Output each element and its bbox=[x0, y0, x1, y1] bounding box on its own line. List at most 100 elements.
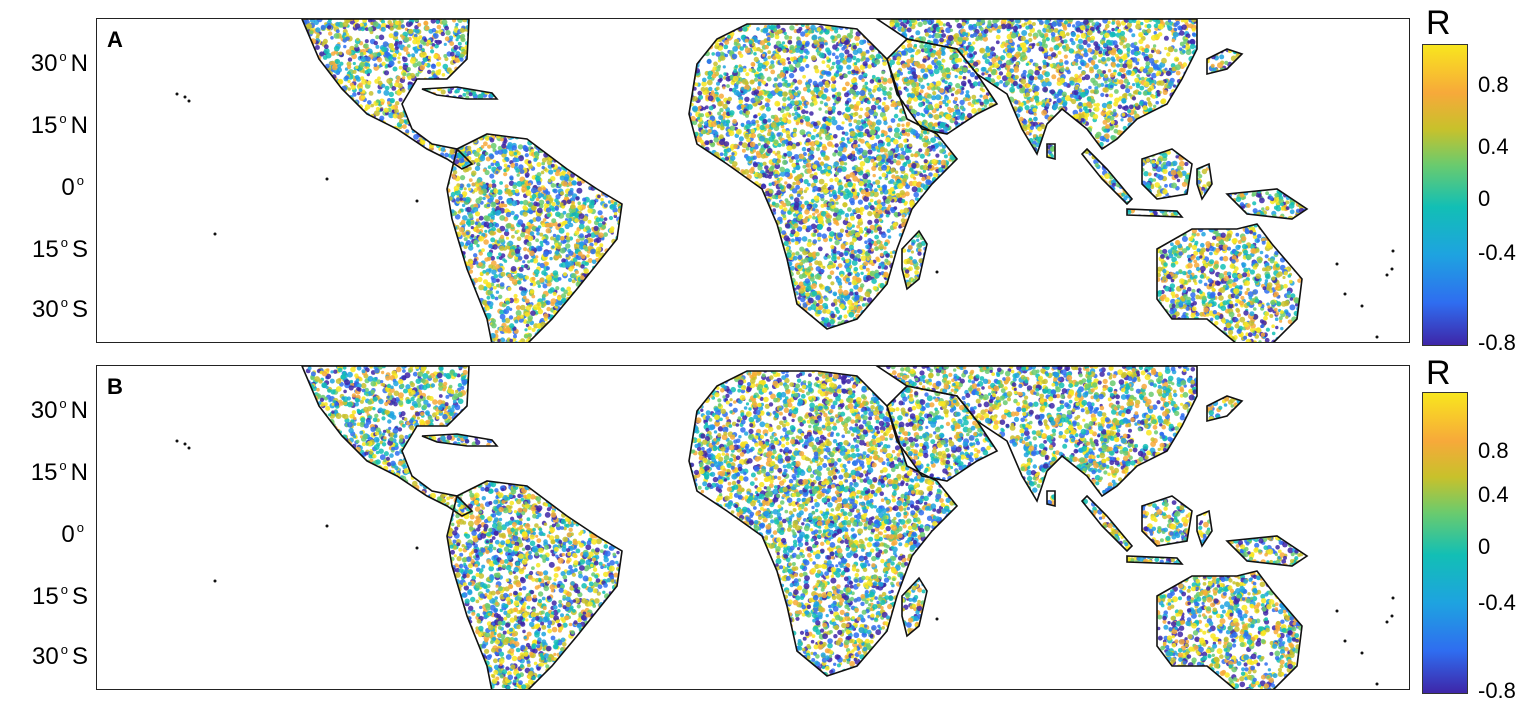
correlation-dot bbox=[373, 154, 379, 161]
correlation-dot bbox=[606, 179, 611, 183]
correlation-dot bbox=[787, 119, 792, 124]
correlation-dot bbox=[540, 243, 544, 248]
correlation-dot bbox=[431, 130, 437, 135]
correlation-dot bbox=[310, 104, 315, 109]
correlation-dot bbox=[940, 252, 945, 256]
correlation-dot bbox=[478, 284, 485, 291]
correlation-dot bbox=[588, 329, 592, 333]
correlation-dot bbox=[935, 305, 940, 310]
correlation-dot bbox=[751, 230, 755, 234]
correlation-dot bbox=[585, 307, 590, 311]
correlation-dot bbox=[487, 144, 492, 149]
correlation-dot bbox=[786, 150, 793, 157]
correlation-dot bbox=[471, 309, 477, 315]
correlation-dot bbox=[388, 91, 394, 98]
correlation-dot bbox=[502, 148, 508, 155]
correlation-dot bbox=[463, 275, 468, 279]
correlation-dot bbox=[334, 88, 338, 93]
correlation-dot bbox=[590, 322, 594, 326]
correlation-dot bbox=[944, 294, 948, 299]
correlation-dot bbox=[596, 322, 601, 327]
correlation-dot bbox=[919, 153, 925, 159]
correlation-dot bbox=[577, 332, 584, 339]
correlation-dot bbox=[430, 46, 434, 50]
correlation-dot bbox=[317, 150, 323, 156]
correlation-dot bbox=[463, 81, 468, 85]
correlation-dot bbox=[891, 320, 898, 326]
correlation-dot bbox=[457, 257, 462, 261]
correlation-dot bbox=[587, 157, 594, 164]
correlation-dot bbox=[608, 177, 614, 183]
correlation-dot bbox=[603, 162, 609, 167]
correlation-dot bbox=[429, 131, 435, 137]
correlation-dot bbox=[926, 318, 932, 323]
correlation-dot bbox=[554, 205, 559, 210]
correlation-dot bbox=[523, 264, 529, 269]
correlation-dot bbox=[356, 141, 362, 146]
correlation-dot bbox=[812, 212, 816, 216]
correlation-dot bbox=[569, 309, 574, 314]
correlation-dot bbox=[613, 324, 620, 331]
correlation-dot bbox=[447, 278, 450, 282]
correlation-dot bbox=[516, 316, 521, 320]
correlation-dot bbox=[949, 303, 955, 308]
correlation-dot bbox=[595, 340, 600, 342]
correlation-dot bbox=[931, 295, 938, 302]
correlation-dot bbox=[375, 106, 380, 112]
correlation-dot bbox=[537, 284, 541, 288]
correlation-dot bbox=[731, 211, 737, 217]
correlation-dot bbox=[611, 329, 617, 335]
correlation-dot bbox=[717, 211, 722, 217]
correlation-dot bbox=[440, 31, 445, 37]
correlation-dot bbox=[578, 144, 583, 149]
correlation-dot bbox=[366, 141, 372, 147]
correlation-dot bbox=[536, 301, 542, 308]
correlation-dot bbox=[364, 107, 368, 112]
correlation-dot bbox=[770, 237, 775, 242]
correlation-dot bbox=[313, 79, 319, 85]
correlation-dot bbox=[879, 34, 884, 39]
correlation-dot bbox=[316, 33, 320, 37]
correlation-dot bbox=[451, 142, 456, 146]
correlation-dot bbox=[845, 229, 849, 233]
correlation-dot bbox=[410, 118, 415, 122]
correlation-dot bbox=[486, 251, 493, 258]
correlation-dot bbox=[485, 151, 489, 156]
correlation-dot bbox=[311, 149, 317, 156]
correlation-dot bbox=[950, 169, 954, 173]
correlation-dot bbox=[617, 283, 622, 290]
correlation-dot bbox=[450, 264, 455, 269]
correlation-dot bbox=[363, 43, 369, 49]
correlation-dot bbox=[304, 131, 310, 138]
correlation-dot bbox=[714, 320, 720, 326]
correlation-dot bbox=[447, 219, 450, 224]
correlation-dot bbox=[517, 255, 523, 261]
correlation-dot bbox=[367, 100, 372, 105]
correlation-dot bbox=[411, 112, 417, 118]
correlation-dot bbox=[302, 86, 306, 92]
correlation-dot bbox=[456, 34, 461, 39]
correlation-dot bbox=[450, 246, 455, 251]
correlation-dot bbox=[347, 57, 353, 62]
correlation-dot bbox=[460, 33, 466, 39]
correlation-dot bbox=[706, 59, 712, 65]
correlation-dot bbox=[425, 100, 431, 105]
correlation-dot bbox=[389, 150, 395, 156]
correlation-dot bbox=[465, 240, 472, 246]
correlation-dot bbox=[518, 273, 524, 279]
correlation-dot bbox=[611, 175, 616, 180]
correlation-dot bbox=[495, 170, 499, 174]
correlation-dot bbox=[490, 210, 496, 216]
correlation-dot bbox=[476, 186, 482, 192]
correlation-dot bbox=[369, 128, 375, 134]
correlation-dot bbox=[713, 297, 720, 303]
correlation-dot bbox=[946, 197, 951, 202]
correlation-dot bbox=[494, 210, 501, 216]
correlation-dot bbox=[699, 292, 703, 296]
correlation-dot bbox=[751, 218, 757, 225]
correlation-dot bbox=[388, 112, 395, 119]
correlation-dot bbox=[330, 137, 335, 143]
correlation-dot bbox=[612, 285, 618, 290]
correlation-dot bbox=[450, 301, 455, 306]
correlation-dot bbox=[308, 65, 313, 70]
